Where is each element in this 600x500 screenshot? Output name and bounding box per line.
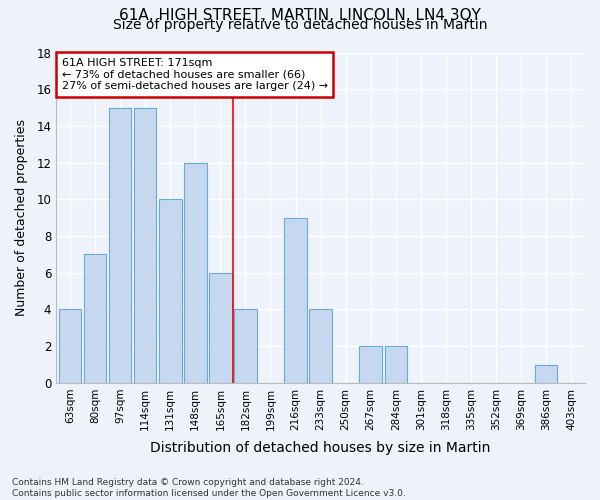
Bar (134, 108, 157, 383)
Bar (385, 346, 407, 383)
Text: Contains HM Land Registry data © Crown copyright and database right 2024.
Contai: Contains HM Land Registry data © Crown c… (12, 478, 406, 498)
Bar (109, 108, 131, 383)
Bar (234, 310, 257, 383)
Bar (184, 162, 206, 383)
Text: 61A, HIGH STREET, MARTIN, LINCOLN, LN4 3QY: 61A, HIGH STREET, MARTIN, LINCOLN, LN4 3… (119, 8, 481, 22)
Bar (359, 346, 382, 383)
Bar (59, 310, 81, 383)
Bar (284, 218, 307, 383)
Bar (84, 254, 106, 383)
Y-axis label: Number of detached properties: Number of detached properties (15, 119, 28, 316)
Bar (209, 273, 232, 383)
Bar (535, 364, 557, 383)
Text: 61A HIGH STREET: 171sqm
← 73% of detached houses are smaller (66)
27% of semi-de: 61A HIGH STREET: 171sqm ← 73% of detache… (62, 58, 328, 92)
X-axis label: Distribution of detached houses by size in Martin: Distribution of detached houses by size … (151, 441, 491, 455)
Bar (159, 200, 182, 383)
Text: Size of property relative to detached houses in Martin: Size of property relative to detached ho… (113, 18, 487, 32)
Bar (310, 310, 332, 383)
